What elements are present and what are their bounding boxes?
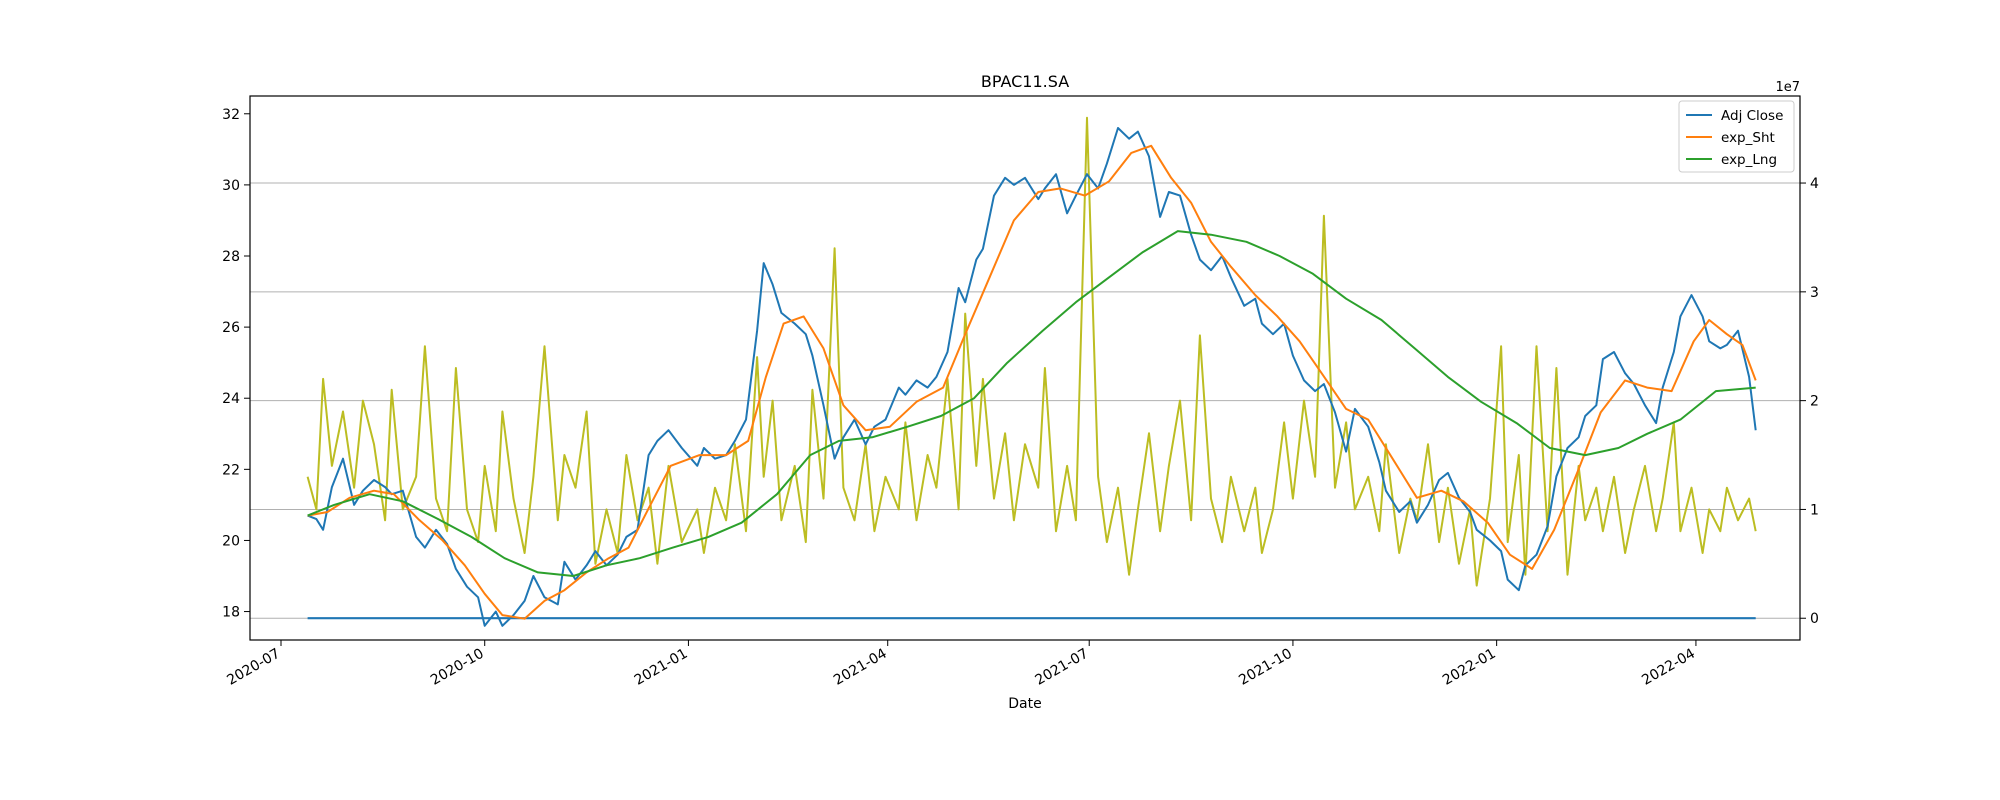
legend-box xyxy=(1678,100,1795,173)
y2-tick-label: 4 xyxy=(1810,176,1819,192)
y-axis-right-ticks: 0 1 2 3 4 xyxy=(1800,176,1819,627)
x-axis-label: Date xyxy=(1008,696,1041,712)
y-tick-label: 32 xyxy=(222,107,240,123)
y-axis-left-ticks: 18 20 22 24 26 28 30 32 xyxy=(222,107,250,621)
plot-frame xyxy=(249,95,1801,641)
series-line-exp-lng xyxy=(307,230,1756,577)
legend-label-adj-close: Adj Close xyxy=(1721,108,1783,124)
y2-tick-label: 3 xyxy=(1810,285,1819,301)
y-tick-label: 22 xyxy=(222,462,240,478)
series-line-volume xyxy=(306,116,1757,587)
legend: Adj Close exp_Sht exp_Lng xyxy=(1678,100,1795,173)
legend-label-exp-lng: exp_Lng xyxy=(1721,152,1777,168)
y2-tick-label: 2 xyxy=(1810,394,1819,410)
y-tick-label: 20 xyxy=(222,533,240,549)
y2-tick-label: 0 xyxy=(1810,611,1819,627)
series-line-exp-sht xyxy=(307,144,1757,620)
chart-title: BPAC11.SA xyxy=(981,72,1069,91)
series-layer xyxy=(306,116,1757,627)
y-tick-label: 26 xyxy=(222,320,240,336)
y-tick-label: 28 xyxy=(222,249,240,265)
y2-scale-label: 1e7 xyxy=(1775,80,1800,95)
legend-label-exp-sht: exp_Sht xyxy=(1721,130,1775,146)
y-tick-label: 24 xyxy=(222,391,240,407)
y-tick-label: 18 xyxy=(222,605,240,621)
y2-tick-label: 1 xyxy=(1810,502,1819,518)
y-tick-label: 30 xyxy=(222,178,240,194)
